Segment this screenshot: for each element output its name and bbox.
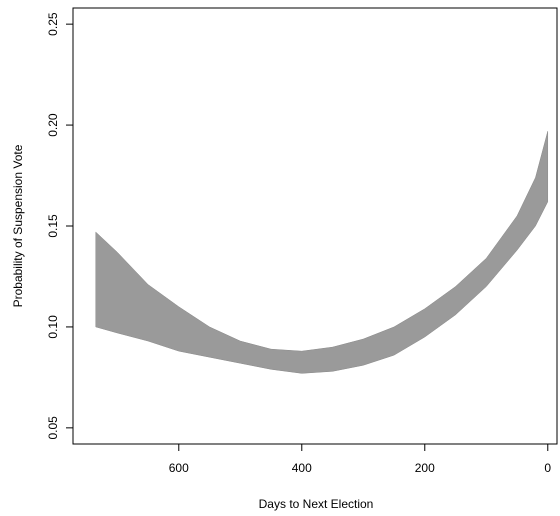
x-tick-label: 400	[292, 461, 312, 475]
y-tick-label: 0.20	[46, 113, 60, 137]
x-axis-label: Days to Next Election	[259, 497, 374, 511]
confidence-band	[95, 131, 549, 374]
y-tick-label: 0.25	[46, 12, 60, 36]
x-tick-label: 200	[415, 461, 435, 475]
y-tick-label: 0.10	[46, 315, 60, 339]
y-tick-label: 0.15	[46, 214, 60, 238]
x-tick-label: 600	[169, 461, 189, 475]
y-axis-label: Probability of Suspension Vote	[11, 144, 25, 307]
plot-frame	[72, 7, 558, 445]
x-tick-label: 0	[544, 461, 551, 475]
y-tick-label: 0.05	[46, 416, 60, 440]
